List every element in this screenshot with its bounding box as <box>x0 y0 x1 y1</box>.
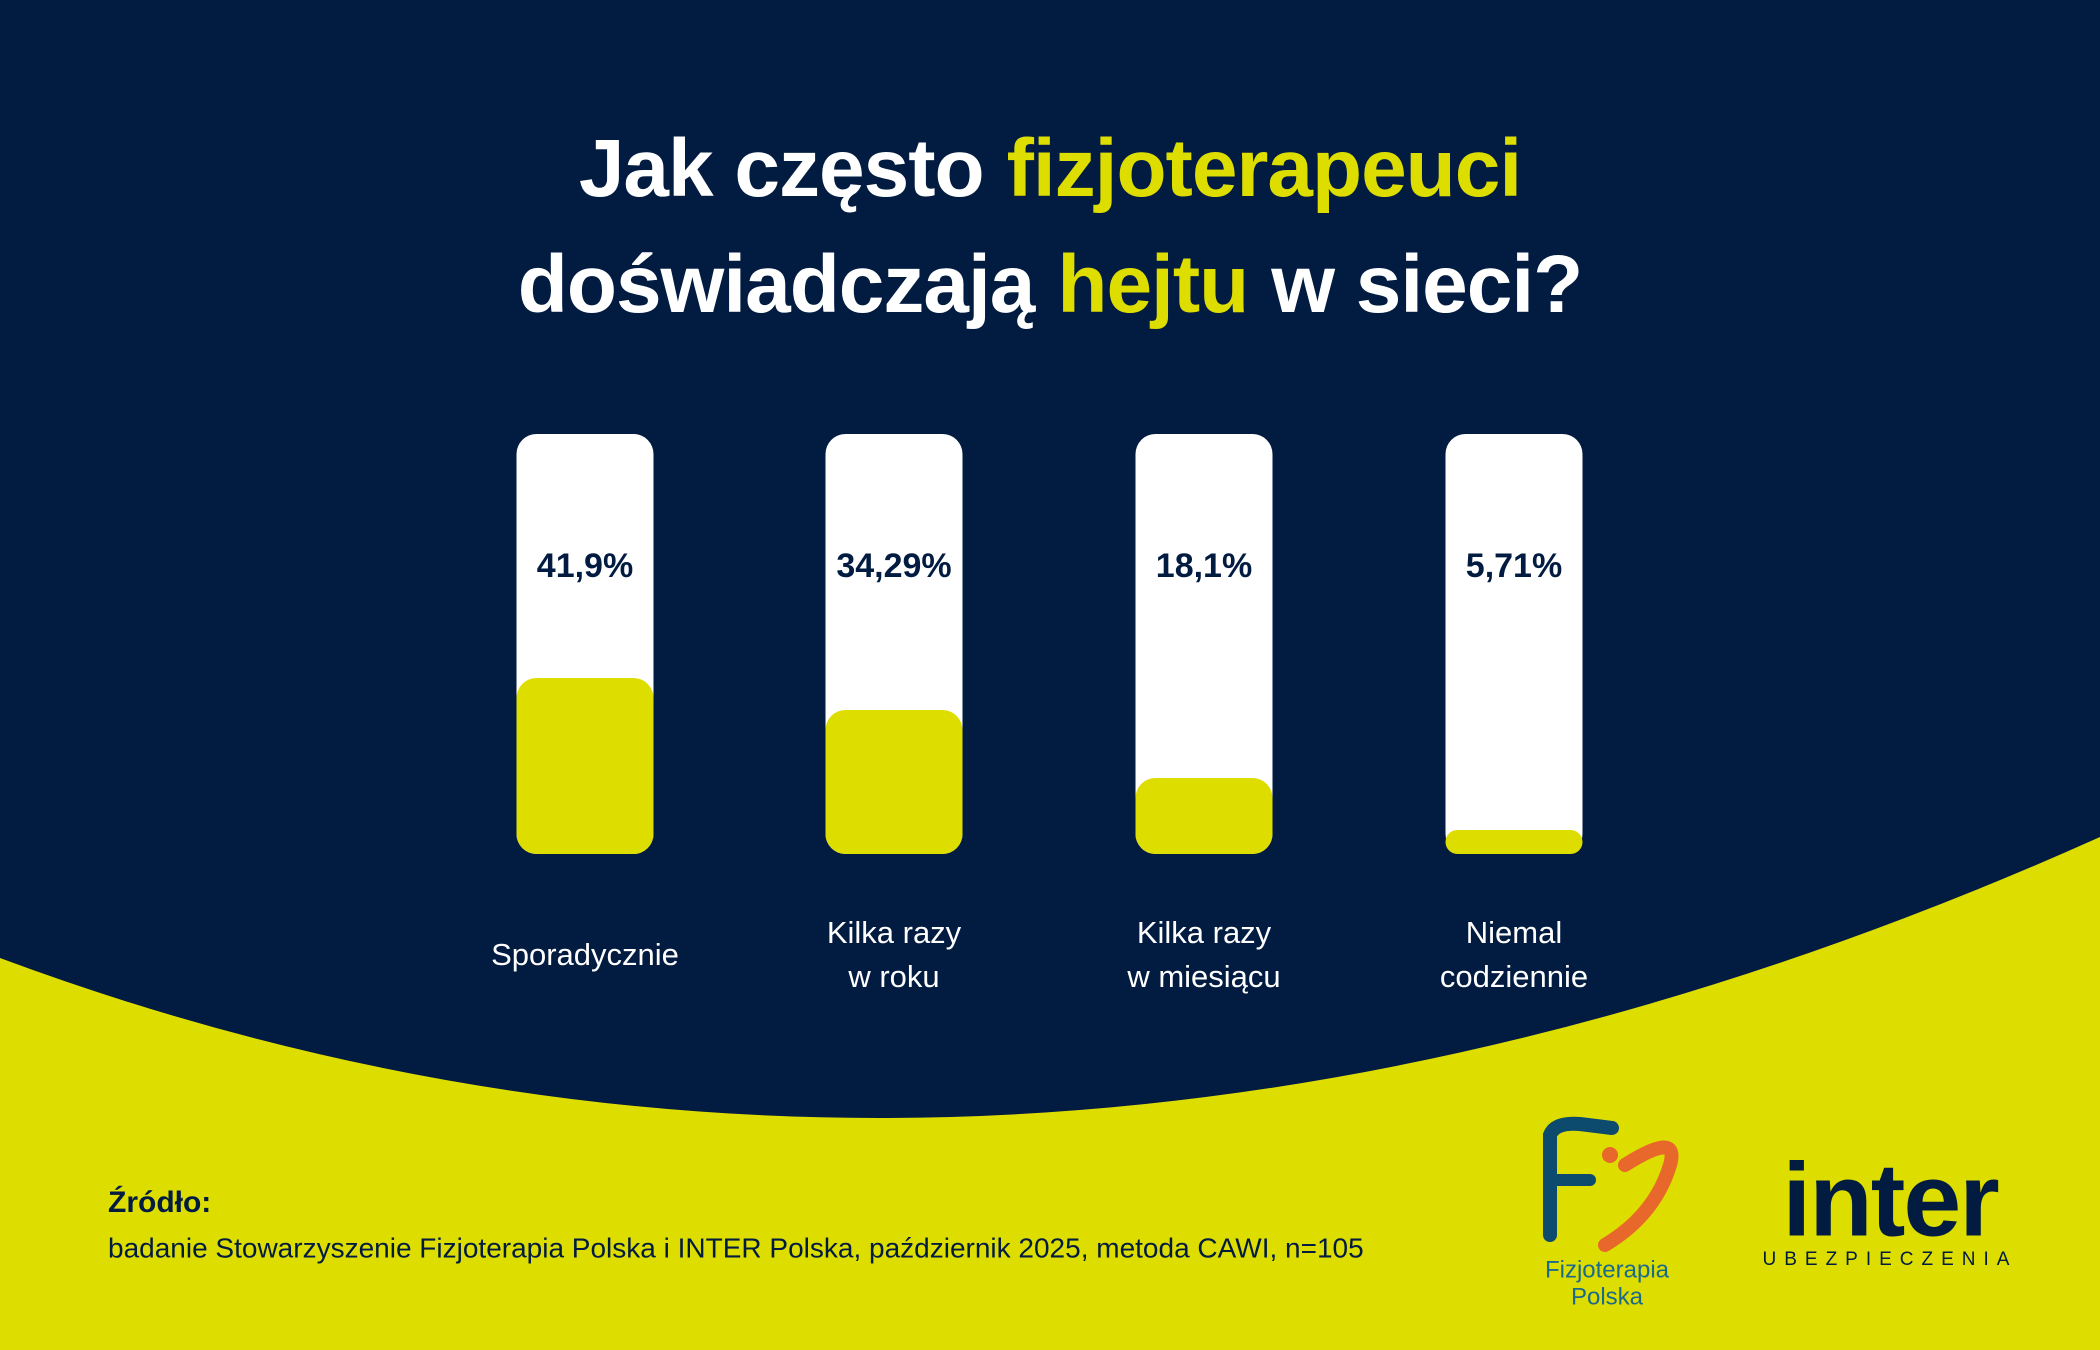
value-label: 18,1% <box>1156 547 1252 585</box>
fp-logo-dot <box>1602 1147 1618 1163</box>
inter-logo-text: inter <box>1782 1142 1998 1258</box>
fp-logo-text: Fizjoterapia <box>1545 1256 1670 1283</box>
source-text: badanie Stowarzyszenie Fizjoterapia Pols… <box>108 1232 1364 1263</box>
fp-logo-text: Polska <box>1571 1283 1644 1310</box>
fp-logo-f <box>1543 1116 1619 1242</box>
bar <box>1445 830 1583 854</box>
bar <box>516 678 654 854</box>
title-segment: hejtu <box>1057 239 1248 330</box>
source-label: Źródło: <box>108 1185 211 1219</box>
x-tick-label: codziennie <box>1440 959 1588 994</box>
fp-logo-p <box>1598 1140 1679 1252</box>
bottom-wave <box>0 837 2100 1350</box>
inter-logo-sub: UBEZPIECZENIA <box>1763 1249 2018 1270</box>
fp-logo: Fizjoterapia Polska <box>1543 1116 1679 1310</box>
bar-track <box>1445 434 1583 854</box>
title-segment: Jak często <box>579 123 984 214</box>
chart-title: doświadczają hejtu w sieci? <box>518 239 1582 330</box>
chart-title: Jak często fizjoterapeuci <box>579 123 1521 214</box>
title-segment: fizjoterapeuci <box>1007 123 1522 214</box>
x-tick-label: w roku <box>847 959 939 994</box>
x-tick-label: Kilka razy <box>1137 915 1272 950</box>
title-segment: doświadczają <box>518 239 1037 330</box>
bar <box>1135 777 1273 854</box>
title-segment: w sieci? <box>1270 239 1582 330</box>
bar-track <box>1135 434 1273 854</box>
value-label: 5,71% <box>1466 547 1562 585</box>
x-tick-label: w miesiącu <box>1126 959 1280 994</box>
x-tick-label: Kilka razy <box>827 915 962 950</box>
value-label: 41,9% <box>537 547 633 585</box>
bar <box>825 709 963 854</box>
x-tick-label: Niemal <box>1466 915 1562 950</box>
x-tick-label: Sporadycznie <box>491 937 679 972</box>
inter-logo: inter UBEZPIECZENIA <box>1763 1142 2018 1270</box>
value-label: 34,29% <box>836 547 951 585</box>
